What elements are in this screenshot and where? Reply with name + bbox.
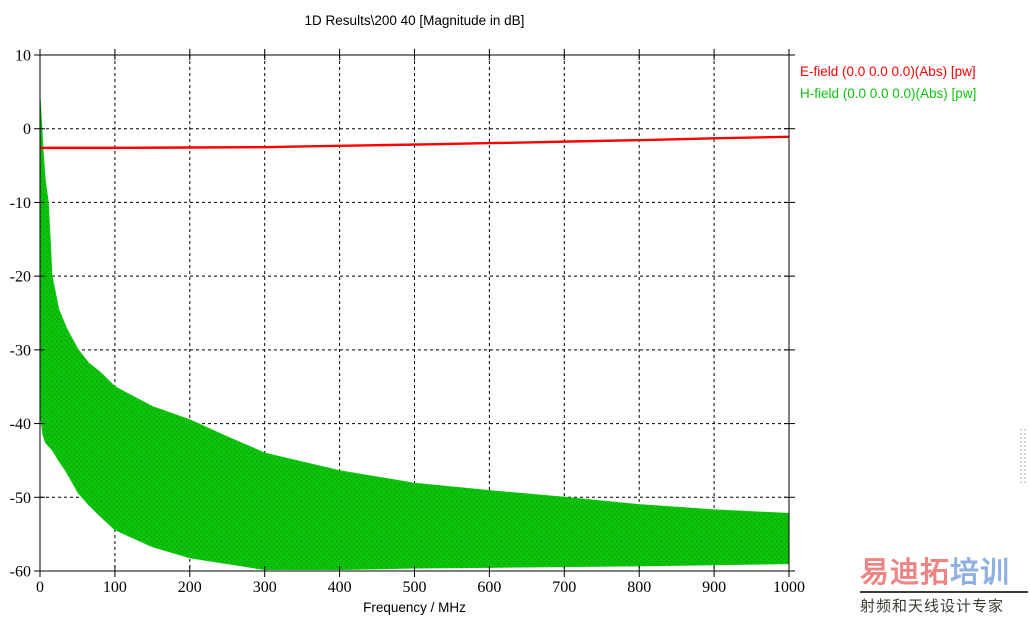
watermark-main-text: 易迪拓培训 bbox=[860, 556, 1028, 593]
x-tick-label: 100 bbox=[103, 579, 127, 596]
legend: E-field (0.0 0.0 0.0)(Abs) [pw] H-field … bbox=[800, 61, 976, 105]
x-tick-label: 1000 bbox=[773, 579, 805, 596]
x-tick-label: 900 bbox=[702, 579, 726, 596]
y-tick-label: -50 bbox=[10, 490, 31, 507]
x-tick-label: 200 bbox=[178, 579, 202, 596]
y-tick-label: -40 bbox=[10, 416, 31, 433]
watermark-text-blue: 培训 bbox=[950, 557, 1011, 589]
watermark-subtitle: 射频和天线设计专家 bbox=[860, 599, 1005, 615]
y-tick-label: -30 bbox=[10, 342, 31, 359]
x-tick-label: 700 bbox=[552, 579, 576, 596]
x-axis-label: Frequency / MHz bbox=[363, 600, 466, 615]
x-tick-label: 600 bbox=[477, 579, 501, 596]
chart-title: 1D Results\200 40 [Magnitude in dB] bbox=[304, 13, 525, 28]
y-tick-label: 0 bbox=[23, 121, 31, 138]
watermark-logo: 易迪拓培训 射频和天线设计专家 bbox=[860, 556, 1028, 616]
x-tick-label: 0 bbox=[36, 579, 44, 596]
y-tick-label: -60 bbox=[10, 564, 31, 581]
x-tick-label: 300 bbox=[253, 579, 277, 596]
y-tick-label: -20 bbox=[10, 269, 31, 286]
legend-item-h-field: H-field (0.0 0.0 0.0)(Abs) [pw] bbox=[800, 86, 977, 101]
x-tick-label: 400 bbox=[328, 579, 352, 596]
legend-item-e-field: E-field (0.0 0.0 0.0)(Abs) [pw] bbox=[800, 64, 976, 79]
dotted-strip-artifact bbox=[1019, 428, 1028, 484]
y-tick-label: -10 bbox=[10, 195, 31, 212]
x-tick-label: 800 bbox=[627, 579, 651, 596]
watermark-text-red: 易迪拓 bbox=[860, 557, 951, 589]
y-tick-label: 10 bbox=[15, 48, 31, 65]
x-tick-label: 500 bbox=[403, 579, 427, 596]
e-field-line bbox=[40, 135, 790, 150]
